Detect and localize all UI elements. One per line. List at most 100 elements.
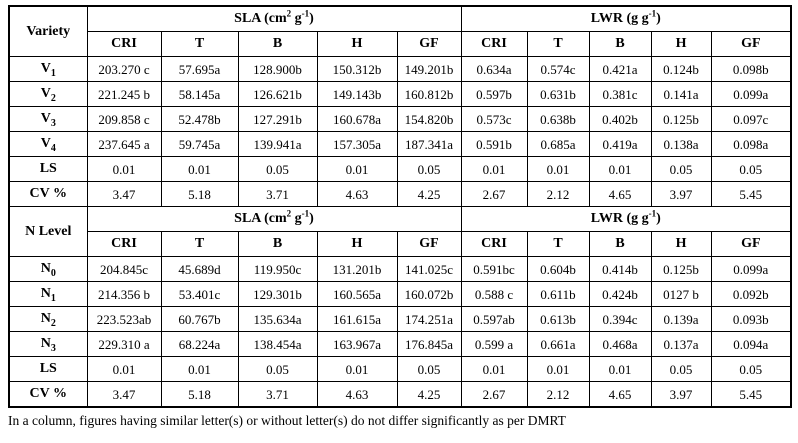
data-cell: 0.661a xyxy=(526,331,590,357)
header-text: ) xyxy=(656,211,661,226)
table-row: N3 229.310 a 68.224a 138.454a 163.967a 176.84… xyxy=(8,331,792,357)
lwr-header-cell: LWR (g g-1) xyxy=(460,5,792,32)
data-cell: 4.63 xyxy=(316,181,398,207)
data-cell: 160.565a xyxy=(316,281,398,307)
data-cell: 5.45 xyxy=(710,381,792,408)
unit-superscript: 2 xyxy=(286,8,292,19)
data-cell: 0.01 xyxy=(588,356,652,382)
data-cell: 0.421a xyxy=(588,56,652,82)
data-cell: 204.845c xyxy=(86,256,162,282)
row-label-cell: V4 xyxy=(8,131,88,157)
data-cell: 58.145a xyxy=(160,81,239,107)
data-cell: 0.05 xyxy=(650,156,712,182)
table-row: CV % 3.47 5.18 3.71 4.63 4.25 2.67 2.12 4.65 3.97… xyxy=(8,381,792,408)
data-cell: 0.098a xyxy=(710,131,792,157)
data-cell: 0.638b xyxy=(526,106,590,132)
sub-header-cell: B xyxy=(237,231,318,257)
sub-header-cell: GF xyxy=(396,231,462,257)
data-cell: 0.05 xyxy=(396,156,462,182)
sub-header-cell: GF xyxy=(710,31,792,57)
data-cell: 0.591b xyxy=(460,131,528,157)
data-cell: 0127 b xyxy=(650,281,712,307)
data-cell: 3.97 xyxy=(650,381,712,408)
data-cell: 0.419a xyxy=(588,131,652,157)
row-label-text: V xyxy=(40,136,51,151)
unit-superscript: 2 xyxy=(286,208,292,219)
data-cell: 0.381c xyxy=(588,81,652,107)
row-label-text: V xyxy=(40,111,51,126)
data-cell: 52.478b xyxy=(160,106,239,132)
data-cell: 129.301b xyxy=(237,281,318,307)
data-cell: 0.402b xyxy=(588,106,652,132)
data-cell: 0.01 xyxy=(460,356,528,382)
row-label-text: N xyxy=(40,286,51,301)
group-header-row: N Level SLA (cm2 g-1) LWR (g g-1) xyxy=(8,206,792,257)
data-cell: 0.138a xyxy=(650,131,712,157)
data-cell: 0.097c xyxy=(710,106,792,132)
data-cell: 160.072b xyxy=(396,281,462,307)
data-cell: 5.45 xyxy=(710,181,792,207)
sub-header-cell: H xyxy=(316,31,398,57)
data-cell: 176.845a xyxy=(396,331,462,357)
row-label-cell: N1 xyxy=(8,281,88,307)
results-table: Variety SLA (cm2 g-1) LWR (g g-1) CRI T B H GF C… xyxy=(8,5,793,408)
data-cell: 160.678a xyxy=(316,106,398,132)
data-cell: 0.141a xyxy=(650,81,712,107)
sub-header-cell: H xyxy=(316,231,398,257)
data-cell: 0.092b xyxy=(710,281,792,307)
data-cell: 0.05 xyxy=(710,356,792,382)
data-cell: 0.01 xyxy=(86,156,162,182)
data-cell: 4.25 xyxy=(396,381,462,408)
data-cell: 150.312b xyxy=(316,56,398,82)
data-cell: 0.05 xyxy=(396,356,462,382)
sub-header-cell: B xyxy=(588,231,652,257)
row-label-subscript: 0 xyxy=(50,267,56,279)
row-label-cell: V3 xyxy=(8,106,88,132)
data-cell: 0.597b xyxy=(460,81,528,107)
data-cell: 0.591bc xyxy=(460,256,528,282)
data-cell: 135.634a xyxy=(237,306,318,332)
row-label-cell: N0 xyxy=(8,256,88,282)
sub-header-cell: GF xyxy=(710,231,792,257)
header-text: ) xyxy=(656,11,661,26)
data-cell: 0.599 a xyxy=(460,331,528,357)
data-cell: 0.01 xyxy=(160,356,239,382)
data-cell: 229.310 a xyxy=(86,331,162,357)
header-text: g xyxy=(291,211,302,226)
data-cell: 127.291b xyxy=(237,106,318,132)
row-label-cell: N3 xyxy=(8,331,88,357)
table-row: N0 204.845c 45.689d 119.950c 131.201b 141.025… xyxy=(8,256,792,282)
data-cell: 68.224a xyxy=(160,331,239,357)
data-cell: 4.63 xyxy=(316,381,398,408)
data-cell: 0.05 xyxy=(237,356,318,382)
data-cell: 0.139a xyxy=(650,306,712,332)
data-cell: 0.574c xyxy=(526,56,590,82)
table-row: V3 209.858 c 52.478b 127.291b 160.678a 154.82… xyxy=(8,106,792,132)
data-cell: 0.01 xyxy=(588,156,652,182)
unit-superscript: -1 xyxy=(648,8,657,19)
data-cell: 157.305a xyxy=(316,131,398,157)
row-label-text: LS xyxy=(39,361,57,376)
data-cell: 138.454a xyxy=(237,331,318,357)
header-text: ) xyxy=(309,211,314,226)
row-label-subscript: 1 xyxy=(50,292,56,304)
data-cell: 2.12 xyxy=(526,381,590,408)
row-label-text: N xyxy=(40,336,51,351)
sub-header-row: CRI T B H GF CRI T B H GF xyxy=(9,231,792,257)
row-label-subscript: 2 xyxy=(50,92,56,104)
table-row: V4 237.645 a 59.745a 139.941a 157.305a 187.34… xyxy=(8,131,792,157)
row-label-cell: V1 xyxy=(8,56,88,82)
data-cell: 0.093b xyxy=(710,306,792,332)
unit-superscript: -1 xyxy=(301,8,310,19)
row-label-cell: CV % xyxy=(8,381,88,408)
row-label-text: N xyxy=(40,311,51,326)
page: Variety SLA (cm2 g-1) LWR (g g-1) CRI T B H GF C… xyxy=(0,5,798,443)
data-cell: 0.125b xyxy=(650,106,712,132)
data-cell: 0.424b xyxy=(588,281,652,307)
data-cell: 203.270 c xyxy=(86,56,162,82)
data-cell: 160.812b xyxy=(396,81,462,107)
group-header-row: Variety SLA (cm2 g-1) LWR (g g-1) xyxy=(8,5,792,57)
data-cell: 161.615a xyxy=(316,306,398,332)
data-cell: 0.05 xyxy=(710,156,792,182)
table-footnote: In a column, figures having similar lett… xyxy=(8,413,566,428)
